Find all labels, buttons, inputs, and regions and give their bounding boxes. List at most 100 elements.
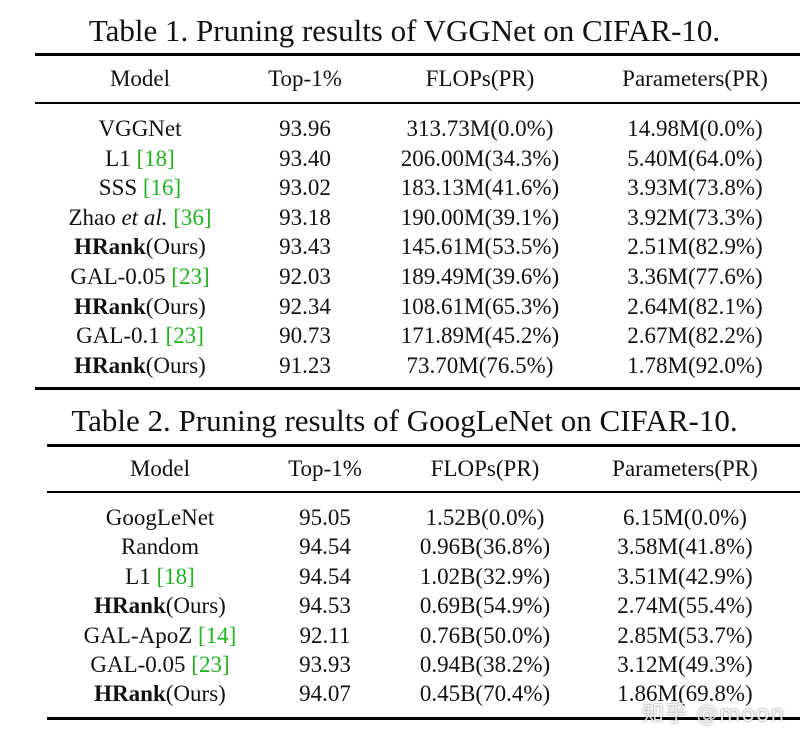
- params-cell: 1.78M(92.0%): [627, 352, 763, 378]
- citation-link[interactable]: [23]: [171, 264, 210, 289]
- model-cell: L1 [18]: [105, 144, 175, 173]
- column-header: Model: [109, 66, 171, 91]
- citation-link[interactable]: [18]: [136, 145, 175, 171]
- flops-cell: 108.61M(65.3%): [400, 293, 560, 319]
- top1-cell: 93.43: [279, 234, 331, 260]
- flops-cell: 0.94B(38.2%): [419, 652, 551, 677]
- model-name: GAL-ApoZ: [83, 622, 199, 648]
- model-name-bold: HRank: [74, 352, 146, 378]
- params-cell: 2.51M(82.9%): [627, 234, 763, 260]
- model-cell: VGGNet: [98, 114, 181, 143]
- model-name: L1: [125, 563, 157, 589]
- top1-cell: 92.34: [279, 293, 331, 319]
- model-name: (Ours): [145, 352, 206, 378]
- model-cell: Random: [121, 532, 199, 561]
- top1-cell: 94.53: [299, 593, 351, 619]
- top1-cell: 93.40: [279, 145, 331, 171]
- top1-cell: 95.05: [299, 505, 351, 530]
- flops-cell: 171.89M(45.2%): [400, 323, 560, 349]
- params-cell: 2.64M(82.1%): [627, 293, 763, 319]
- citation-link[interactable]: [18]: [156, 563, 195, 589]
- table-row: SSS [16] 93.02 183.13M(41.6%) 3.93M(73.8%): [0, 173, 809, 202]
- params-cell: 3.12M(49.3%): [617, 652, 753, 677]
- header-row: Model Top-1% FLOPs(PR) Parameters(PR): [0, 454, 809, 483]
- model-cell: SSS [16]: [99, 173, 181, 202]
- model-cell: GoogLeNet: [106, 503, 215, 532]
- model-name: Zhao: [68, 204, 122, 230]
- flops-cell: 1.52B(0.0%): [425, 505, 545, 530]
- params-cell: 2.74M(55.4%): [617, 593, 753, 619]
- flops-cell: 0.45B(70.4%): [419, 681, 551, 707]
- rule-bottom: [35, 387, 800, 390]
- model-cell: HRank(Ours): [94, 591, 226, 620]
- table-row: HRank(Ours) 94.07 0.45B(70.4%) 1.86M(69.8%): [0, 679, 809, 708]
- rule-top: [35, 53, 800, 56]
- flops-cell: 1.02B(32.9%): [419, 563, 551, 589]
- model-name: (Ours): [165, 593, 226, 619]
- model-name: L1: [105, 145, 137, 171]
- rule-top: [47, 444, 800, 447]
- table-row: HRank(Ours) 93.43 145.61M(53.5%) 2.51M(82.9…: [0, 232, 809, 261]
- model-name-bold: HRank: [74, 234, 146, 260]
- citation-link[interactable]: [23]: [165, 323, 204, 349]
- model-cell: GAL-0.05 [23]: [70, 262, 209, 291]
- table-row: L1 [18] 93.40 206.00M(34.3%) 5.40M(64.0%): [0, 144, 809, 173]
- table-row: GoogLeNet 95.05 1.52B(0.0%) 6.15M(0.0%): [0, 503, 809, 532]
- model-cell: HRank(Ours): [94, 679, 226, 708]
- column-header: Model: [129, 456, 191, 481]
- model-name-bold: HRank: [94, 681, 166, 707]
- citation-link[interactable]: [36]: [167, 204, 212, 230]
- top1-cell: 94.54: [299, 534, 351, 560]
- column-header: FLOPs(PR): [425, 66, 535, 91]
- rule-bottom: [47, 717, 800, 720]
- params-cell: 1.86M(69.8%): [617, 681, 753, 707]
- params-cell: 6.15M(0.0%): [623, 505, 747, 530]
- flops-cell: 73.70M(76.5%): [406, 352, 554, 378]
- flops-cell: 0.76B(50.0%): [419, 622, 551, 648]
- model-name: (Ours): [165, 681, 226, 707]
- citation-link[interactable]: [23]: [191, 652, 230, 677]
- model-name: SSS: [98, 175, 143, 201]
- top1-cell: 94.54: [299, 563, 351, 589]
- table-caption: Table 2. Pruning results of GoogLeNet on…: [71, 403, 738, 438]
- top1-cell: 93.02: [279, 175, 331, 201]
- rule-mid: [47, 491, 800, 493]
- table-row: L1 [18] 94.54 1.02B(32.9%) 3.51M(42.9%): [0, 562, 809, 591]
- citation-link[interactable]: [14]: [198, 622, 237, 648]
- flops-cell: 0.96B(36.8%): [419, 534, 551, 560]
- table-row: HRank(Ours) 92.34 108.61M(65.3%) 2.64M(82.1…: [0, 292, 809, 321]
- params-cell: 2.85M(53.7%): [617, 622, 753, 648]
- flops-cell: 145.61M(53.5%): [400, 234, 560, 260]
- model-cell: GAL-ApoZ [14]: [84, 621, 237, 650]
- model-cell: GAL-0.1 [23]: [76, 321, 204, 350]
- top1-cell: 93.18: [279, 204, 331, 230]
- params-cell: 3.51M(42.9%): [617, 563, 753, 589]
- model-name: (Ours): [145, 234, 206, 260]
- params-cell: 3.36M(77.6%): [627, 264, 763, 289]
- model-cell: HRank(Ours): [74, 351, 206, 380]
- model-cell: GAL-0.05 [23]: [90, 650, 229, 679]
- top1-cell: 90.73: [279, 323, 331, 349]
- table-row: HRank(Ours) 91.23 73.70M(76.5%) 1.78M(92.0%…: [0, 351, 809, 380]
- flops-cell: 313.73M(0.0%): [406, 116, 554, 141]
- header-row: Model Top-1% FLOPs(PR) Parameters(PR): [0, 64, 809, 93]
- table-row: Zhao et al. [36] 93.18 190.00M(39.1%) 3.92M…: [0, 203, 809, 232]
- model-name: GAL-0.1: [76, 323, 166, 349]
- params-cell: 3.58M(41.8%): [617, 534, 753, 560]
- table-row: GAL-0.05 [23] 92.03 189.49M(39.6%) 3.36M(77…: [0, 262, 809, 291]
- table-row: GAL-0.1 [23] 90.73 171.89M(45.2%) 2.67M(82.…: [0, 321, 809, 350]
- table-row: GAL-ApoZ [14] 92.11 0.76B(50.0%) 2.85M(53.7…: [0, 621, 809, 650]
- column-header: Parameters(PR): [622, 66, 768, 91]
- rule-mid: [35, 102, 800, 104]
- table-row: Random 94.54 0.96B(36.8%) 3.58M(41.8%): [0, 532, 809, 561]
- model-name-italic: et al.: [121, 204, 168, 230]
- top1-cell: 92.03: [279, 264, 331, 289]
- params-cell: 5.40M(64.0%): [627, 145, 763, 171]
- citation-link[interactable]: [16]: [142, 175, 182, 201]
- flops-cell: 206.00M(34.3%): [400, 145, 560, 171]
- top1-cell: 91.23: [279, 352, 331, 378]
- model-name: Random: [121, 534, 199, 560]
- column-header: Top-1%: [268, 66, 342, 91]
- params-cell: 3.93M(73.8%): [627, 175, 763, 201]
- model-name-bold: HRank: [94, 593, 166, 619]
